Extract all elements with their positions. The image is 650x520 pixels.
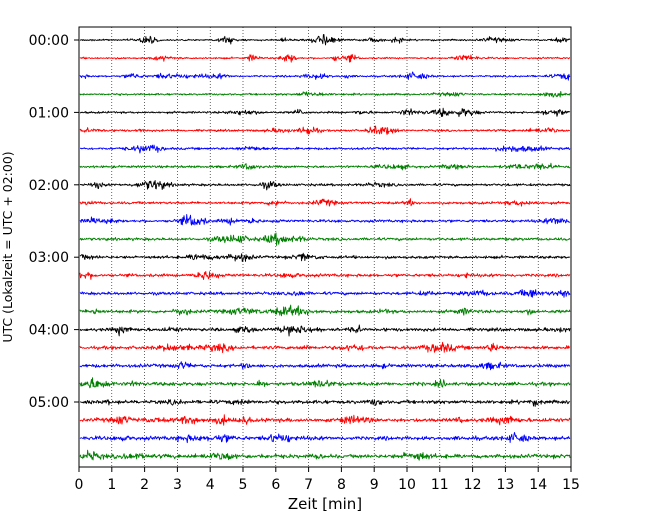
x-tick-label: 9 (370, 477, 379, 493)
trace-row-11 (79, 232, 571, 246)
x-tick-label: 7 (304, 477, 313, 493)
y-tick-label: 04:00 (29, 323, 69, 339)
x-tick-label: 6 (271, 477, 280, 493)
trace-row-17 (79, 341, 571, 354)
x-tick-label: 4 (206, 477, 215, 493)
trace-row-14 (79, 289, 571, 298)
grid-lines (111, 27, 539, 467)
trace-row-15 (79, 304, 571, 317)
y-tick-label: 05:00 (29, 395, 69, 411)
y-tick-label: 00:00 (29, 33, 69, 49)
y-tick-label: 03:00 (29, 250, 69, 266)
trace-row-22 (79, 432, 571, 444)
y-axis-title: UTC (Lokalzeit = UTC + 02:00) (0, 151, 15, 342)
x-tick-label: 0 (75, 477, 84, 493)
trace-row-0 (79, 34, 571, 46)
trace-row-5 (79, 125, 571, 135)
trace-row-8 (79, 180, 571, 191)
trace-row-21 (79, 414, 571, 426)
trace-row-20 (79, 399, 571, 407)
x-tick-label: 1 (107, 477, 116, 493)
x-tick-label: 13 (496, 477, 514, 493)
x-axis-title: Zeit [min] (288, 495, 362, 513)
trace-row-12 (79, 252, 571, 262)
trace-row-16 (79, 324, 571, 337)
y-tick-label: 01:00 (29, 105, 69, 121)
x-tick-label: 11 (431, 477, 449, 493)
x-tick-label: 2 (140, 477, 149, 493)
trace-row-10 (79, 214, 571, 226)
x-tick-label: 15 (562, 477, 580, 493)
x-axis-ticks: 0 1 2 3 4 5 6 7 8 9 10 11 12 13 14 15 (75, 467, 580, 493)
x-tick-label: 8 (337, 477, 346, 493)
x-tick-label: 5 (239, 477, 248, 493)
trace-row-3 (79, 90, 571, 98)
x-tick-label: 10 (398, 477, 416, 493)
y-tick-label: 02:00 (29, 178, 69, 194)
x-tick-label: 3 (173, 477, 182, 493)
trace-row-4 (79, 107, 571, 118)
y-axis-ticks: 00:00 01:00 02:00 03:00 04:00 05:00 (29, 33, 79, 411)
trace-row-1 (79, 53, 571, 63)
trace-row-2 (79, 71, 571, 81)
x-tick-label: 14 (529, 477, 547, 493)
trace-row-19 (79, 377, 571, 389)
trace-row-7 (79, 162, 571, 171)
traces (79, 34, 571, 461)
trace-row-13 (79, 271, 571, 280)
trace-row-9 (79, 198, 571, 207)
plot-frame (78, 26, 572, 468)
trace-row-23 (79, 449, 571, 461)
x-tick-label: 12 (464, 477, 482, 493)
trace-row-6 (79, 144, 571, 154)
trace-row-18 (79, 361, 571, 371)
